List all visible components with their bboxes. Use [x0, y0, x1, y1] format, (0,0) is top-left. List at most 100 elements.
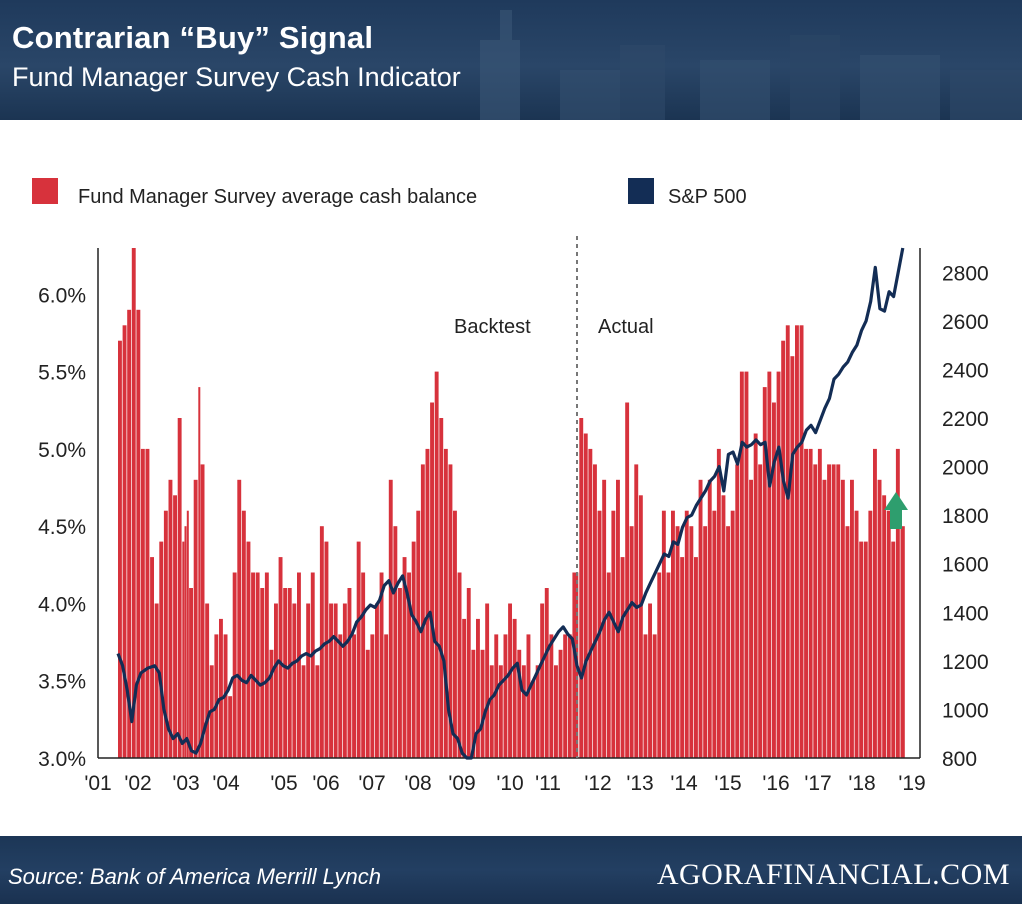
cash-bar: [684, 510, 689, 758]
cash-bar: [184, 526, 187, 758]
cash-bar: [638, 495, 643, 758]
cash-bar: [744, 371, 749, 758]
left-tick-label: 5.0%: [38, 439, 86, 462]
cash-bar: [739, 371, 744, 758]
legend-swatch-sp500: [628, 178, 654, 204]
cash-bar: [462, 618, 467, 758]
cash-bar: [471, 649, 476, 758]
cash-bar: [882, 495, 887, 758]
cash-bar: [508, 603, 512, 758]
cash-bar: [241, 510, 246, 758]
cash-bar: [466, 588, 471, 758]
cash-bar: [182, 541, 185, 758]
cash-bar: [735, 464, 740, 758]
cash-bar: [498, 665, 503, 758]
right-tick-label: 2600: [942, 311, 989, 334]
page-subtitle: Fund Manager Survey Cash Indicator: [12, 62, 461, 92]
cash-bar: [140, 448, 145, 758]
cash-bar: [648, 603, 652, 758]
cash-bar: [781, 340, 786, 758]
cash-bar: [859, 541, 864, 758]
x-tick-label: '01: [84, 772, 111, 795]
right-tick-label: 2400: [942, 359, 989, 382]
cash-bar: [398, 588, 402, 758]
cash-bar: [661, 510, 666, 758]
right-tick-label: 1200: [942, 651, 989, 674]
cash-bar: [579, 418, 584, 758]
cash-bar: [808, 448, 813, 758]
cash-bar: [895, 448, 900, 758]
cash-bar: [118, 340, 122, 758]
cash-bar: [689, 526, 694, 758]
page-title: Contrarian “Buy” Signal: [12, 20, 374, 55]
cash-bar: [707, 479, 712, 758]
cash-bar: [434, 371, 439, 758]
cash-bar: [854, 510, 859, 758]
cash-bar: [319, 526, 324, 758]
cash-bar: [411, 541, 416, 758]
cash-bar: [716, 448, 721, 758]
cash-bar: [297, 572, 301, 758]
cash-bar: [310, 572, 315, 758]
arrow-head: [884, 492, 908, 510]
cash-bar: [150, 557, 154, 758]
cash-bar: [517, 649, 522, 758]
brand-logo-text: AGORAFINANCIAL.COM: [656, 858, 1010, 891]
cash-bar: [817, 448, 822, 758]
cash-bar: [131, 248, 136, 758]
cash-bar: [365, 649, 370, 758]
left-tick-label: 4.5%: [38, 516, 86, 539]
x-tick-label: '04: [212, 772, 240, 795]
cash-bar: [554, 665, 558, 758]
cash-bar: [795, 325, 799, 758]
cash-bar: [634, 464, 639, 758]
cash-bar: [193, 479, 198, 758]
cash-bar: [145, 448, 150, 758]
cash-bar: [228, 696, 233, 758]
x-tick-label: '19: [898, 772, 925, 795]
chart: Fund Manager Survey average cash balance…: [32, 178, 989, 795]
right-tick-label: 1000: [942, 699, 989, 722]
cash-bar: [776, 371, 781, 758]
cash-bar: [416, 510, 421, 758]
cash-bar: [306, 603, 311, 758]
cash-bar: [375, 603, 379, 758]
cash-bar: [329, 603, 333, 758]
cash-bar: [159, 541, 164, 758]
sp500-line: [116, 247, 905, 760]
cash-bar: [652, 634, 657, 758]
cash-bar: [246, 541, 251, 758]
cash-bar: [287, 588, 292, 758]
cash-bar: [850, 479, 854, 758]
left-tick-label: 4.0%: [38, 594, 86, 617]
cash-bar: [127, 309, 132, 758]
cash-bar: [189, 588, 193, 758]
axes: [97, 248, 921, 759]
cash-bar: [476, 618, 480, 758]
annotation-backtest: Backtest: [454, 316, 531, 338]
cash-bar: [730, 510, 735, 758]
cash-bar: [675, 526, 680, 758]
cash-bar: [388, 479, 393, 758]
left-tick-label: 5.5%: [38, 362, 86, 385]
left-tick-label: 6.0%: [38, 284, 86, 307]
cash-bar: [629, 526, 634, 758]
cash-bar: [593, 464, 597, 758]
cash-bar: [886, 510, 891, 758]
cash-bar: [237, 479, 242, 758]
footer-banner: Source: Bank of America Merrill Lynch AG…: [0, 836, 1022, 904]
cash-bar: [260, 588, 265, 758]
x-tick-label: '15: [714, 772, 741, 795]
x-tick-label: '18: [848, 772, 875, 795]
cash-bar: [873, 448, 877, 758]
cash-bar: [503, 634, 508, 758]
x-tick-label: '08: [404, 772, 431, 795]
cash-bar: [549, 634, 554, 758]
cash-bar: [448, 464, 453, 758]
cash-bar: [480, 649, 485, 758]
cash-bar: [177, 418, 182, 758]
x-tick-label: '16: [762, 772, 789, 795]
cash-bar: [347, 588, 352, 758]
cash-bar: [494, 634, 499, 758]
cash-bar: [643, 634, 648, 758]
